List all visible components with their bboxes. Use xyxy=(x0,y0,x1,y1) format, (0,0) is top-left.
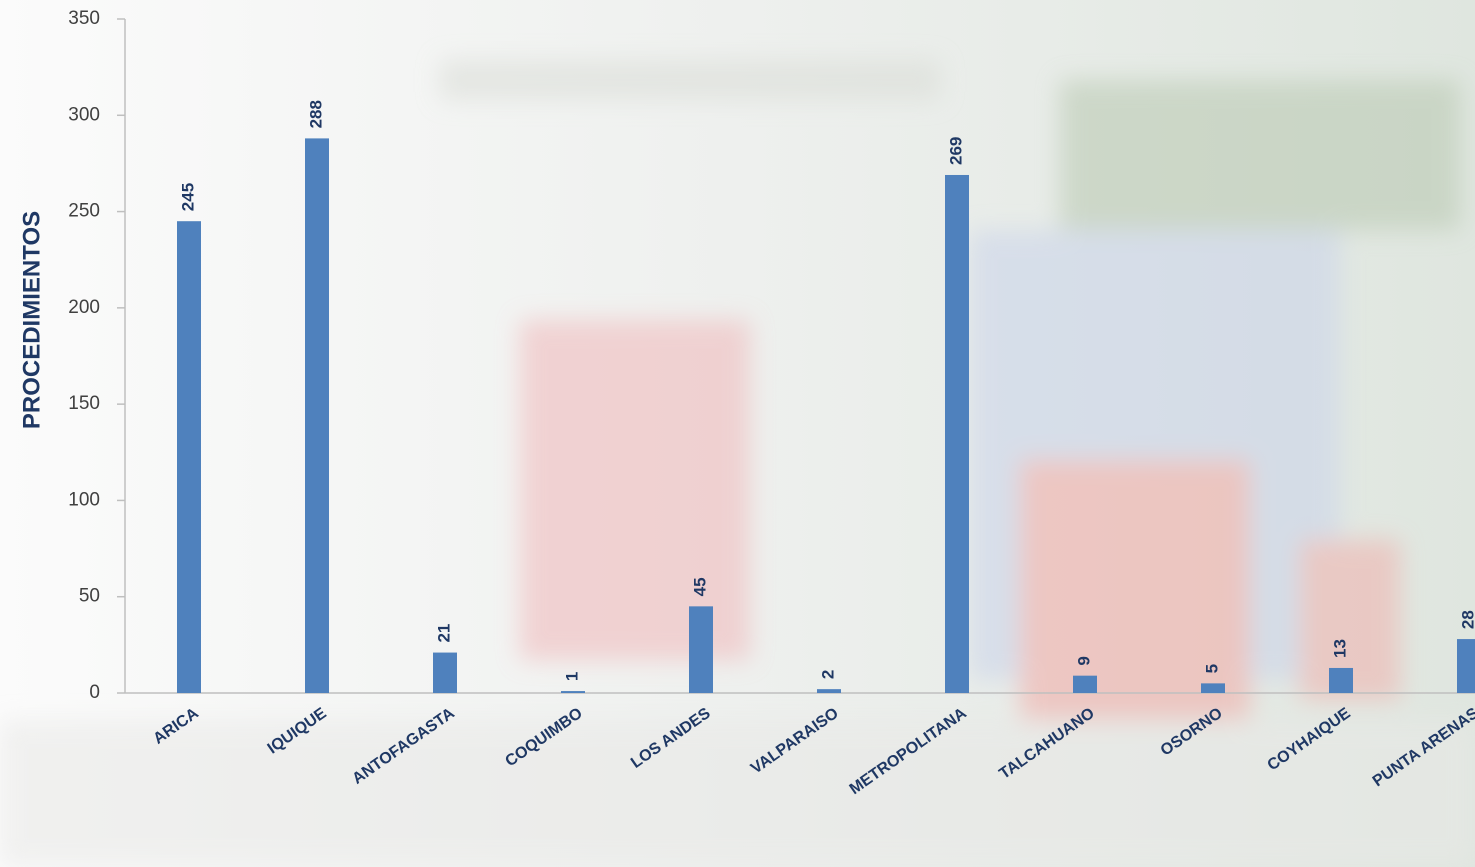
value-label: 5 xyxy=(1202,664,1221,673)
bar xyxy=(561,691,585,693)
chart: PROCEDIMIENTOS 050100150200250300350ARIC… xyxy=(0,0,1475,867)
value-label: 2 xyxy=(818,670,837,679)
page: {"chart_data": {"type": "bar", "y_label"… xyxy=(0,0,1475,867)
value-label: 45 xyxy=(690,577,709,596)
y-tick-label: 100 xyxy=(68,489,100,510)
y-tick-label: 250 xyxy=(68,201,100,222)
value-label: 21 xyxy=(434,624,453,643)
value-label: 28 xyxy=(1458,610,1475,629)
value-label: 288 xyxy=(306,100,325,128)
value-label: 1 xyxy=(562,672,581,681)
y-tick-label: 50 xyxy=(79,586,100,607)
bar xyxy=(817,689,841,693)
bar xyxy=(945,175,969,693)
value-label: 9 xyxy=(1074,656,1093,665)
bar xyxy=(433,653,457,693)
value-label: 245 xyxy=(178,183,197,211)
value-label: 13 xyxy=(1330,639,1349,658)
bar xyxy=(177,221,201,693)
y-axis-label: PROCEDIMIENTOS xyxy=(18,211,45,429)
bar xyxy=(1201,683,1225,693)
bar xyxy=(305,138,329,693)
bar xyxy=(689,606,713,693)
bar xyxy=(1329,668,1353,693)
y-tick-label: 300 xyxy=(68,104,100,125)
y-tick-label: 200 xyxy=(68,297,100,318)
y-tick-label: 150 xyxy=(68,393,100,414)
bar xyxy=(1457,639,1475,693)
bar xyxy=(1073,676,1097,693)
y-tick-label: 350 xyxy=(68,8,100,29)
background-photo xyxy=(0,0,1475,867)
value-label: 269 xyxy=(946,137,965,165)
y-tick-label: 0 xyxy=(89,682,100,703)
